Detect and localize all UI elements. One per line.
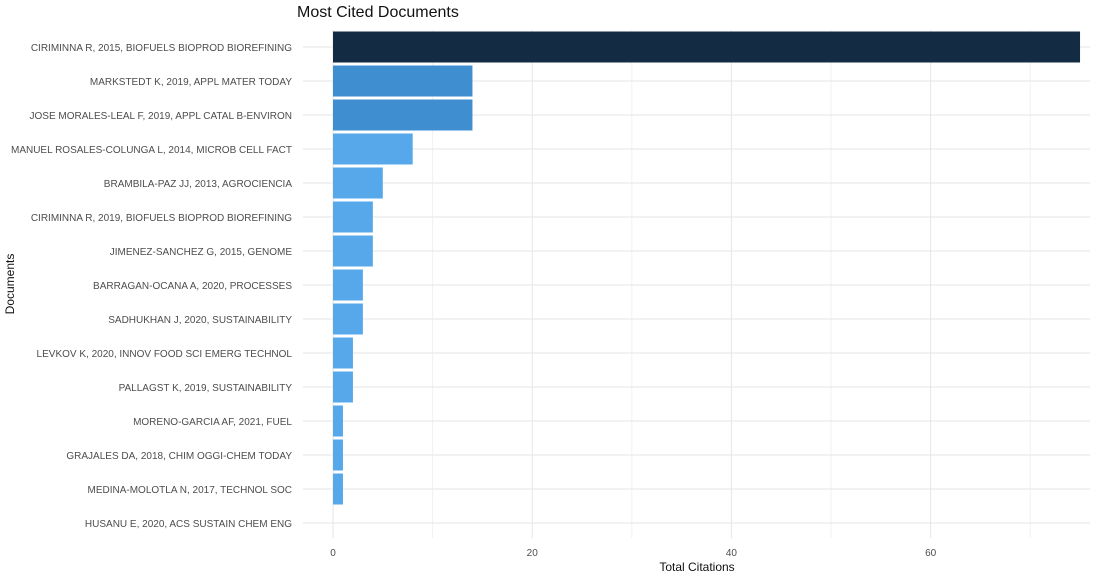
bar-3 [333, 99, 473, 131]
y-tick-label: CIRIMINNA R, 2019, BIOFUELS BIOPROD BIOR… [31, 213, 292, 224]
bar-11 [333, 371, 353, 403]
bar-2 [333, 65, 473, 97]
y-tick-label: MARKSTEDT K, 2019, APPL MATER TODAY [90, 77, 292, 88]
y-tick-label: LEVKOV K, 2020, INNOV FOOD SCI EMERG TEC… [37, 349, 293, 360]
bar-7 [333, 235, 373, 267]
y-tick-label: CIRIMINNA R, 2015, BIOFUELS BIOPROD BIOR… [31, 43, 292, 54]
y-tick-label: JOSE MORALES-LEAL F, 2019, APPL CATAL B-… [30, 111, 293, 122]
y-tick-label: BARRAGAN-OCANA A, 2020, PROCESSES [93, 281, 292, 292]
bar-9 [333, 303, 363, 335]
y-tick-label: MORENO-GARCIA AF, 2021, FUEL [133, 417, 292, 428]
y-tick-label: JIMENEZ-SANCHEZ G, 2015, GENOME [110, 247, 293, 258]
bar-6 [333, 201, 373, 233]
x-tick-label: 60 [925, 548, 937, 559]
x-tick-label: 20 [527, 548, 539, 559]
bar-12 [333, 405, 343, 437]
bar-14 [333, 473, 343, 505]
bar-8 [333, 269, 363, 301]
bar-13 [333, 439, 343, 471]
y-tick-label: PALLAGST K, 2019, SUSTAINABILITY [119, 383, 293, 394]
y-tick-label: MANUEL ROSALES-COLUNGA L, 2014, MICROB C… [11, 145, 292, 156]
y-tick-label: SADHUKHAN J, 2020, SUSTAINABILITY [108, 315, 292, 326]
y-tick-label: HUSANU E, 2020, ACS SUSTAIN CHEM ENG [85, 519, 292, 530]
bar-5 [333, 167, 383, 199]
x-tick-label: 0 [330, 548, 336, 559]
y-tick-label: BRAMBILA-PAZ JJ, 2013, AGROCIENCIA [104, 179, 293, 190]
y-tick-label: MEDINA-MOLOTLA N, 2017, TECHNOL SOC [88, 485, 293, 496]
x-tick-label: 40 [726, 548, 738, 559]
y-tick-label: GRAJALES DA, 2018, CHIM OGGI-CHEM TODAY [66, 451, 292, 462]
chart-title: Most Cited Documents [297, 4, 459, 21]
bar-1 [333, 31, 1081, 63]
y-axis-title: Documents [3, 254, 17, 315]
bar-4 [333, 133, 413, 165]
x-axis-title: Total Citations [659, 560, 734, 574]
bar-10 [333, 337, 353, 369]
